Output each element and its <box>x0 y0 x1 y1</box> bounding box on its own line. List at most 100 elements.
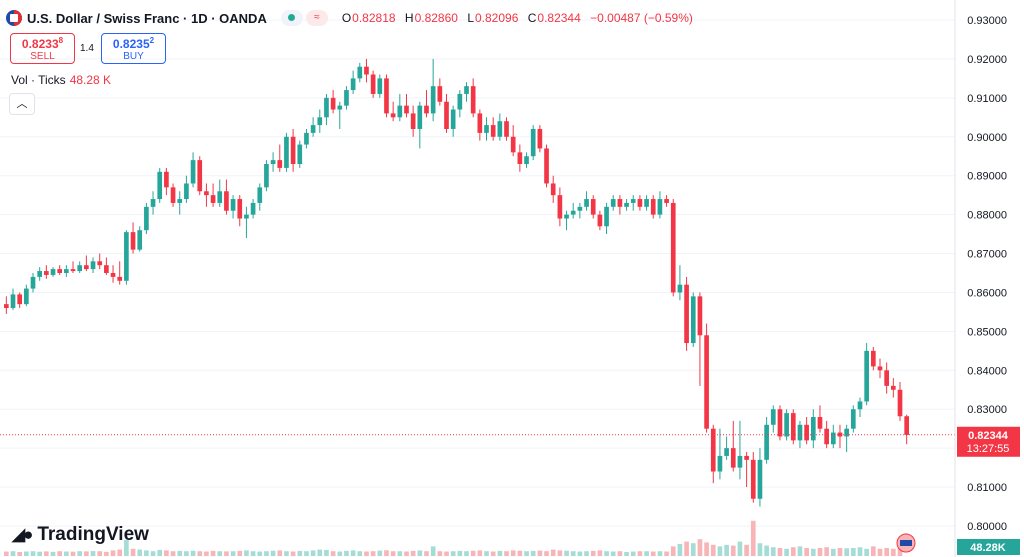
volume-bar <box>237 550 243 556</box>
last-price-label: 0.82344 13:27:55 <box>957 426 1020 457</box>
volume-bar <box>344 550 349 556</box>
candle <box>537 125 543 153</box>
candle <box>277 144 283 172</box>
candle <box>644 195 649 211</box>
candle <box>197 156 203 196</box>
high-value: 0.82860 <box>414 11 458 25</box>
sell-button[interactable]: 0.82338 SELL <box>10 33 75 64</box>
candle <box>504 117 509 141</box>
buy-button[interactable]: 0.82352 BUY <box>101 33 166 64</box>
volume-bar <box>150 551 156 556</box>
volume-bar <box>550 549 556 556</box>
candle <box>130 222 136 254</box>
candle <box>357 62 363 83</box>
volume-bar <box>484 551 489 556</box>
tradingview-logo[interactable]: ◢● TradingView <box>12 524 149 546</box>
volume-bar <box>710 544 716 556</box>
candle <box>717 428 723 480</box>
bar-countdown: 13:27:55 <box>967 443 1010 455</box>
candle <box>390 101 396 122</box>
sell-label: SELL <box>30 51 55 62</box>
volume-bar <box>397 551 403 556</box>
candle <box>884 362 889 394</box>
candle <box>297 140 303 168</box>
candle <box>570 202 576 219</box>
candle <box>344 86 349 110</box>
candle <box>464 82 469 102</box>
candle <box>110 265 116 283</box>
candle <box>330 90 336 114</box>
candle <box>97 253 103 270</box>
volume-legend[interactable]: Vol · Ticks 48.28 K <box>11 73 111 87</box>
volume-bar <box>784 548 789 556</box>
candle <box>244 206 249 238</box>
market-status[interactable]: ≈ <box>280 10 328 26</box>
volume-bar <box>90 551 96 556</box>
collapse-legend-button[interactable]: ︿ <box>9 93 35 115</box>
sell-price: 0.8233 <box>21 37 59 51</box>
candle <box>57 265 63 275</box>
candle <box>664 195 669 207</box>
volume-axis-label: 48.28K <box>957 539 1020 555</box>
candle <box>784 409 789 441</box>
volume-bar <box>417 550 423 556</box>
candle <box>144 202 149 235</box>
volume-bar <box>117 549 123 556</box>
candle <box>350 70 356 94</box>
volume-bar <box>704 542 709 556</box>
earnings-icon[interactable] <box>896 533 916 553</box>
volume-bar <box>797 546 803 556</box>
symbol-title[interactable]: U.S. Dollar / Swiss Franc · 1D · OANDA <box>27 10 267 26</box>
candle <box>797 420 803 449</box>
candle <box>697 292 703 386</box>
volume-bar <box>524 551 529 556</box>
volume-bar <box>164 550 169 556</box>
candle <box>510 125 516 157</box>
candle <box>864 343 869 406</box>
volume-bar <box>824 547 829 556</box>
candle <box>70 261 76 273</box>
volume-bar <box>50 551 56 556</box>
volume-bar <box>604 551 609 556</box>
volume-bar <box>257 551 263 556</box>
volume-bar <box>790 547 796 556</box>
candle <box>824 420 829 449</box>
candle <box>50 267 56 277</box>
volume-bar <box>810 548 816 556</box>
last-price-value: 0.82344 <box>968 430 1009 442</box>
volume-bar <box>44 551 49 556</box>
price-axis[interactable]: 0.93000 0.92000 0.91000 0.90000 0.89000 0.880… <box>954 0 1007 557</box>
candle <box>837 424 843 449</box>
volume-bar <box>770 547 776 556</box>
candle <box>750 452 756 503</box>
volume-bar <box>464 551 469 556</box>
volume-bar <box>864 548 869 556</box>
candle <box>104 257 109 275</box>
volume-bar <box>77 551 83 556</box>
candle <box>857 397 863 418</box>
candle <box>550 175 556 203</box>
price-tick-label: 0.91000 <box>967 93 1007 105</box>
candle <box>77 261 83 273</box>
candle <box>584 191 589 211</box>
buy-label: BUY <box>123 51 144 62</box>
candle <box>710 424 716 484</box>
candle <box>844 424 849 453</box>
candle <box>170 183 176 207</box>
candle <box>517 144 523 172</box>
volume-bar <box>717 546 723 556</box>
candle <box>450 105 456 137</box>
price-tick-label: 0.86000 <box>967 287 1007 299</box>
candle <box>730 420 736 472</box>
volume-bar <box>730 545 736 556</box>
candle <box>37 267 43 281</box>
indicator-badge[interactable]: ≈ <box>305 10 328 26</box>
candle <box>684 276 689 351</box>
volume-bar <box>504 551 509 556</box>
candle <box>764 417 769 464</box>
volume-bar <box>290 551 296 556</box>
volume-bar <box>410 550 416 556</box>
candle <box>704 323 709 433</box>
volume-bar <box>737 541 743 556</box>
